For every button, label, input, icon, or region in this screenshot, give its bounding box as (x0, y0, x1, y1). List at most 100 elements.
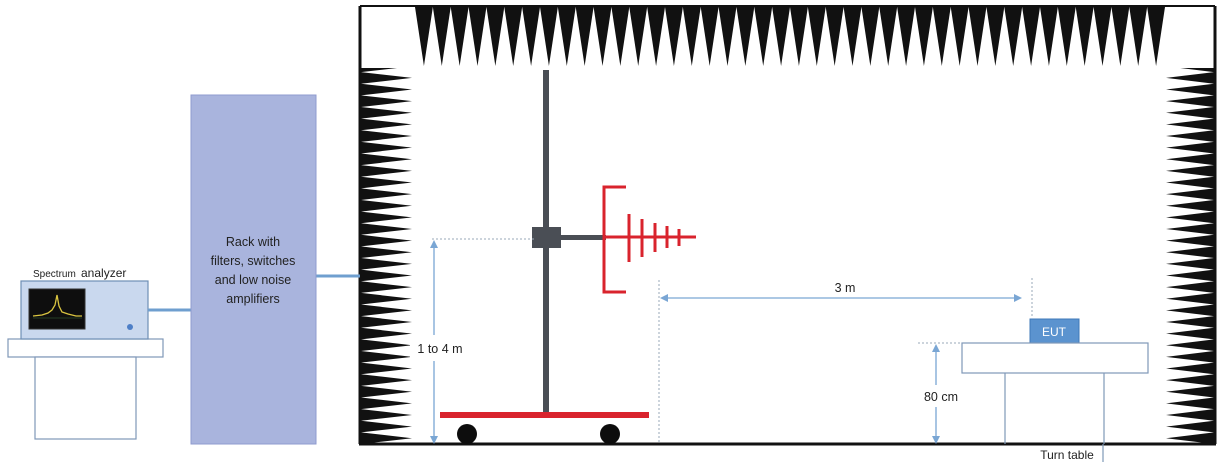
absorber-cone (1166, 246, 1214, 259)
chamber-walls (358, 5, 1217, 446)
eut (1029, 318, 1080, 344)
absorber-cone (1166, 269, 1214, 282)
rack: Rack with filters, switches and low nois… (190, 94, 317, 445)
absorber-cone (1166, 409, 1214, 421)
antenna-mount-block (532, 227, 561, 248)
absorber-cone (361, 281, 412, 293)
absorber-cone (950, 7, 969, 66)
absorber-cone (1166, 188, 1214, 200)
absorber-cone (522, 7, 540, 66)
cart-wheel-right (600, 424, 620, 444)
absorber-cone (1166, 281, 1214, 293)
absorber-cone (361, 420, 412, 433)
distance-label: 3 m (835, 281, 856, 295)
analyzer-label-large: analyzer (81, 266, 126, 280)
absorber-cone (361, 141, 412, 154)
absorber-cone (1166, 385, 1214, 398)
absorber-cone (1166, 141, 1214, 154)
absorber-cone (1166, 327, 1214, 340)
cables (148, 274, 360, 312)
chamber-corner-blocks (360, 8, 1215, 68)
absorber-cone (1093, 7, 1112, 66)
absorber-left (361, 14, 412, 444)
absorber-cone (361, 397, 412, 410)
absorber-cone (361, 223, 412, 235)
table-top (961, 342, 1149, 374)
absorber-cone (361, 269, 412, 282)
absorber-cone (700, 7, 719, 66)
absorber-cone (415, 7, 433, 66)
rack-label-line-2: filters, switches (211, 254, 296, 268)
eut-table: EUT (961, 318, 1149, 462)
absorber-cone (468, 7, 487, 66)
absorber-right (1166, 14, 1214, 444)
cart-platform (440, 412, 649, 418)
absorber-cone (1166, 292, 1214, 305)
absorber-cone (1166, 165, 1214, 177)
absorber-cone (361, 176, 412, 189)
absorber-cone (1166, 153, 1214, 166)
absorber-cone (1040, 7, 1058, 66)
absorber-cone (361, 83, 412, 96)
absorber-cone (1166, 432, 1214, 444)
analyzer-desk (7, 338, 164, 440)
absorber-cone (361, 118, 412, 131)
absorber-cone (1166, 351, 1214, 363)
absorber-cone (611, 7, 630, 66)
absorber-cone (361, 95, 412, 107)
absorber-cone (1004, 7, 1023, 66)
absorber-cone (361, 199, 412, 212)
absorber-cone (1166, 106, 1214, 119)
absorber-cone (1166, 420, 1214, 433)
absorber-cone (1057, 7, 1076, 66)
absorber-cone (915, 7, 933, 66)
eut-label: EUT (1042, 325, 1067, 339)
absorber-cone (361, 316, 412, 328)
absorber-cone (629, 7, 648, 66)
absorber-cone (361, 130, 412, 142)
absorber-cone (557, 7, 576, 66)
table-height-label: 80 cm (924, 390, 958, 404)
absorber-cone (1111, 7, 1130, 66)
absorber-cone (361, 234, 412, 247)
absorber-cone (1166, 339, 1214, 352)
absorber-cone (361, 258, 412, 270)
analyzer-label-small: Spectrum (33, 269, 76, 280)
spectrum-analyzer: Spectrum analyzer (20, 266, 149, 340)
absorber-cone (932, 7, 951, 66)
absorber-cone (1166, 211, 1214, 224)
absorber-cone (361, 339, 412, 352)
absorber-cone (968, 7, 987, 66)
absorber-cone (1166, 234, 1214, 247)
absorber-cone (1166, 362, 1214, 375)
absorber-cone (897, 7, 915, 66)
absorber-cone (665, 7, 683, 66)
absorber-cone (1166, 374, 1214, 386)
analyzer-knob (127, 324, 133, 330)
absorber-cone (1022, 7, 1040, 66)
absorber-cone (879, 7, 898, 66)
absorber-cone (361, 106, 412, 119)
log-periodic-antenna (602, 185, 696, 294)
antenna-boom (561, 235, 606, 240)
absorber-cone (861, 7, 880, 66)
absorber-cone (843, 7, 862, 66)
rack-label-line-1: Rack with (226, 235, 280, 249)
absorber-cone (361, 246, 412, 259)
antenna-mast-cart (440, 70, 649, 444)
absorber-cone (647, 7, 665, 66)
table-height-dimension: 80 cm (915, 342, 962, 444)
rack-label-line-4: amplifiers (226, 292, 280, 306)
absorber-cone (1166, 223, 1214, 235)
absorber-cone (807, 7, 826, 66)
absorber-cone (1166, 199, 1214, 212)
absorber-cone (361, 327, 412, 340)
absorber-cone (575, 7, 594, 66)
absorber-cone (772, 7, 790, 66)
absorber-cone (718, 7, 737, 66)
absorber-cone (361, 409, 412, 421)
absorber-cone (486, 7, 505, 66)
absorber-cone (361, 188, 412, 200)
absorber-top (415, 7, 1165, 66)
